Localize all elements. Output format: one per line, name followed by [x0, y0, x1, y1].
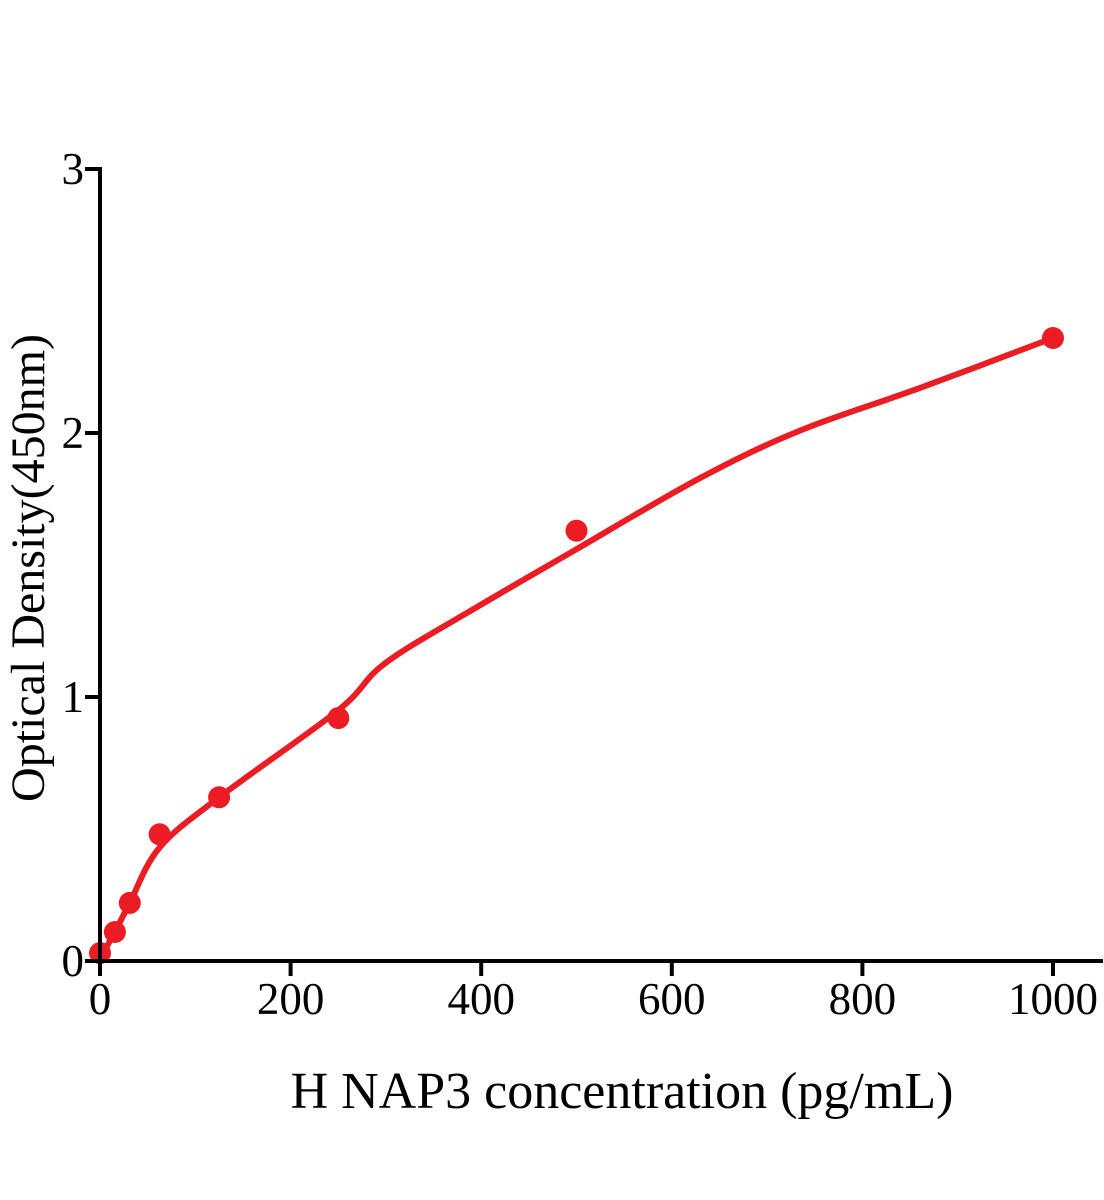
- y-tick-label: 2: [62, 408, 85, 458]
- x-tick-label: 1000: [1008, 974, 1098, 1024]
- data-point-marker: [148, 823, 171, 846]
- data-point-marker: [565, 519, 588, 542]
- x-axis-title: H NAP3 concentration (pg/mL): [291, 1063, 954, 1120]
- axes: [98, 167, 1103, 963]
- x-tick-label: 0: [89, 974, 112, 1024]
- x-tick-label: 600: [638, 974, 706, 1024]
- y-tick-label: 0: [62, 936, 85, 986]
- axis-lines: [98, 167, 1103, 963]
- x-tick-label: 800: [829, 974, 897, 1024]
- x-tick-label: 200: [257, 974, 325, 1024]
- fit-curve-line: [97, 335, 1056, 962]
- data-point-marker: [103, 921, 126, 943]
- y-axis-title: Optical Density(450nm): [2, 334, 55, 802]
- x-tick-label: 400: [447, 974, 515, 1024]
- y-tick-label: 3: [62, 144, 85, 194]
- axis-tick-labels: 0 200 400 600 800 1000 0 1 2 3: [62, 144, 1099, 1024]
- y-tick-label: 1: [62, 672, 85, 722]
- data-point-marker: [1042, 327, 1064, 349]
- data-point-marker: [118, 891, 141, 914]
- data-point-marker: [327, 707, 350, 730]
- data-points: [89, 327, 1064, 965]
- data-point-marker: [208, 786, 231, 809]
- axis-ticks: [85, 167, 1055, 976]
